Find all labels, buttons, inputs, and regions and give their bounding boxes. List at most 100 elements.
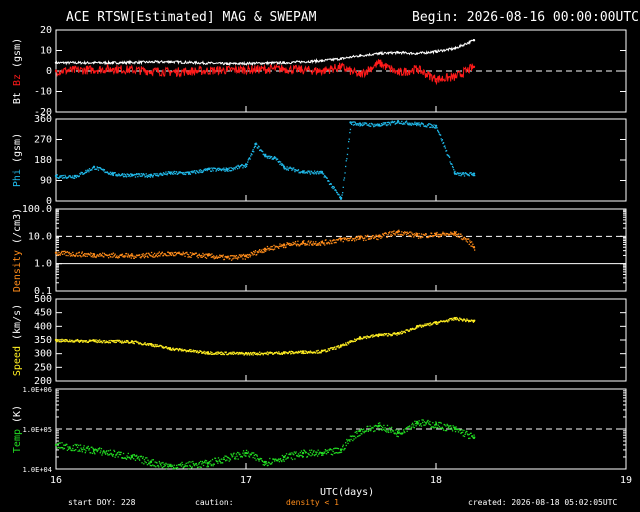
series-line [55,59,475,86]
data-dot [227,168,230,170]
data-dot [312,454,314,456]
data-dot [432,126,435,128]
data-dot [454,234,457,237]
data-dot [350,340,352,342]
data-dot [383,234,385,237]
data-dot [289,452,291,454]
data-dot [173,255,175,257]
data-dot [338,194,340,196]
data-dot [388,232,390,234]
data-dot [86,170,88,173]
data-dot [356,236,358,239]
data-dot [374,123,376,125]
data-dot [60,176,62,178]
data-dot [218,256,220,259]
data-dot [453,169,455,171]
data-dot [350,122,352,125]
y-tick-label: 10 [40,46,52,57]
data-dot [341,448,343,450]
data-dot [267,247,270,250]
data-dot [411,327,414,330]
data-dot [113,450,116,453]
data-dot [187,171,189,173]
data-dot [242,253,245,256]
data-dot [259,249,261,251]
data-dot [232,455,234,457]
data-dot [115,339,117,342]
data-dot [134,176,137,178]
data-dot [179,172,181,174]
data-dot [448,320,450,322]
data-dot [331,185,334,188]
series-speed [54,316,476,356]
data-dot [420,123,422,125]
data-dot [425,324,427,326]
data-dot [330,453,332,455]
data-dot [450,317,453,320]
data-dot [366,235,368,237]
data-dot [135,455,137,457]
data-dot [184,173,187,176]
data-dot [167,347,169,349]
data-dot [370,236,372,238]
data-dot [340,448,342,450]
data-dot [372,334,374,336]
data-dot [320,172,322,174]
data-dot [277,459,279,461]
data-dot [273,244,275,247]
data-dot [209,352,211,355]
data-dot [367,124,370,126]
data-dot [130,454,132,457]
data-dot [262,150,264,153]
y-tick-label: 1.0E+04 [22,466,52,474]
data-dot [453,231,455,233]
data-dot [91,452,94,455]
data-dot [184,349,187,351]
data-dot [362,428,365,430]
data-dot [58,253,61,256]
data-dot [69,339,71,341]
data-dot [417,122,419,124]
data-dot [242,352,245,355]
data-dot [202,170,205,172]
data-dot [117,174,119,177]
data-dot [433,232,436,235]
data-dot [415,425,417,427]
data-dot [173,466,175,469]
data-dot [152,344,155,346]
data-dot [171,251,173,254]
data-dot [410,124,413,126]
data-dot [439,235,441,238]
data-dot [269,247,271,249]
data-dot [314,242,316,245]
data-dot [334,452,337,454]
data-dot [71,255,73,257]
series-density [54,229,476,261]
data-dot [202,464,205,467]
data-dot [235,257,237,259]
data-dot [180,463,182,465]
data-dot [361,124,364,127]
data-dot [290,453,292,456]
data-dot [211,167,213,169]
data-dot [160,174,162,176]
data-dot [290,244,292,247]
data-dot [195,462,198,465]
data-dot [278,351,280,353]
data-dot [434,426,436,428]
data-dot [225,167,227,169]
data-dot [273,157,275,159]
data-dot [60,341,63,343]
data-dot [215,459,217,462]
data-dot [171,465,174,467]
data-dot [160,465,162,467]
data-dot [337,238,340,241]
data-dot [60,446,63,449]
data-dot [326,243,328,245]
data-dot [58,177,60,179]
data-dot [202,171,204,173]
data-dot [103,252,106,255]
data-dot [408,122,410,124]
data-dot [398,229,400,231]
data-dot [342,241,344,243]
